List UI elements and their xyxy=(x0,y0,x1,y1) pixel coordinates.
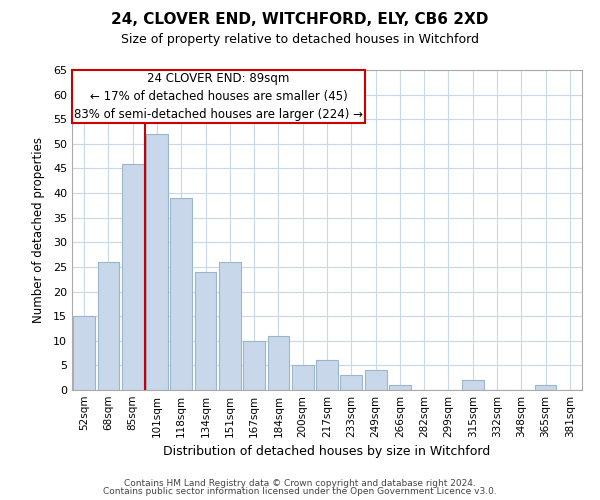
Bar xyxy=(389,385,411,390)
Bar xyxy=(462,380,484,390)
Bar xyxy=(292,366,314,390)
Text: Size of property relative to detached houses in Witchford: Size of property relative to detached ho… xyxy=(121,32,479,46)
Bar xyxy=(340,375,362,390)
Bar xyxy=(122,164,143,390)
FancyBboxPatch shape xyxy=(72,70,365,123)
Bar xyxy=(219,262,241,390)
Bar xyxy=(316,360,338,390)
Bar xyxy=(146,134,168,390)
Text: 24 CLOVER END: 89sqm
← 17% of detached houses are smaller (45)
83% of semi-detac: 24 CLOVER END: 89sqm ← 17% of detached h… xyxy=(74,72,363,121)
X-axis label: Distribution of detached houses by size in Witchford: Distribution of detached houses by size … xyxy=(163,446,491,458)
Bar xyxy=(243,341,265,390)
Bar xyxy=(535,385,556,390)
Bar xyxy=(170,198,192,390)
Y-axis label: Number of detached properties: Number of detached properties xyxy=(32,137,44,323)
Bar xyxy=(97,262,119,390)
Text: 24, CLOVER END, WITCHFORD, ELY, CB6 2XD: 24, CLOVER END, WITCHFORD, ELY, CB6 2XD xyxy=(112,12,488,28)
Bar xyxy=(365,370,386,390)
Bar xyxy=(268,336,289,390)
Text: Contains public sector information licensed under the Open Government Licence v3: Contains public sector information licen… xyxy=(103,487,497,496)
Bar xyxy=(194,272,217,390)
Bar xyxy=(73,316,95,390)
Text: Contains HM Land Registry data © Crown copyright and database right 2024.: Contains HM Land Registry data © Crown c… xyxy=(124,478,476,488)
